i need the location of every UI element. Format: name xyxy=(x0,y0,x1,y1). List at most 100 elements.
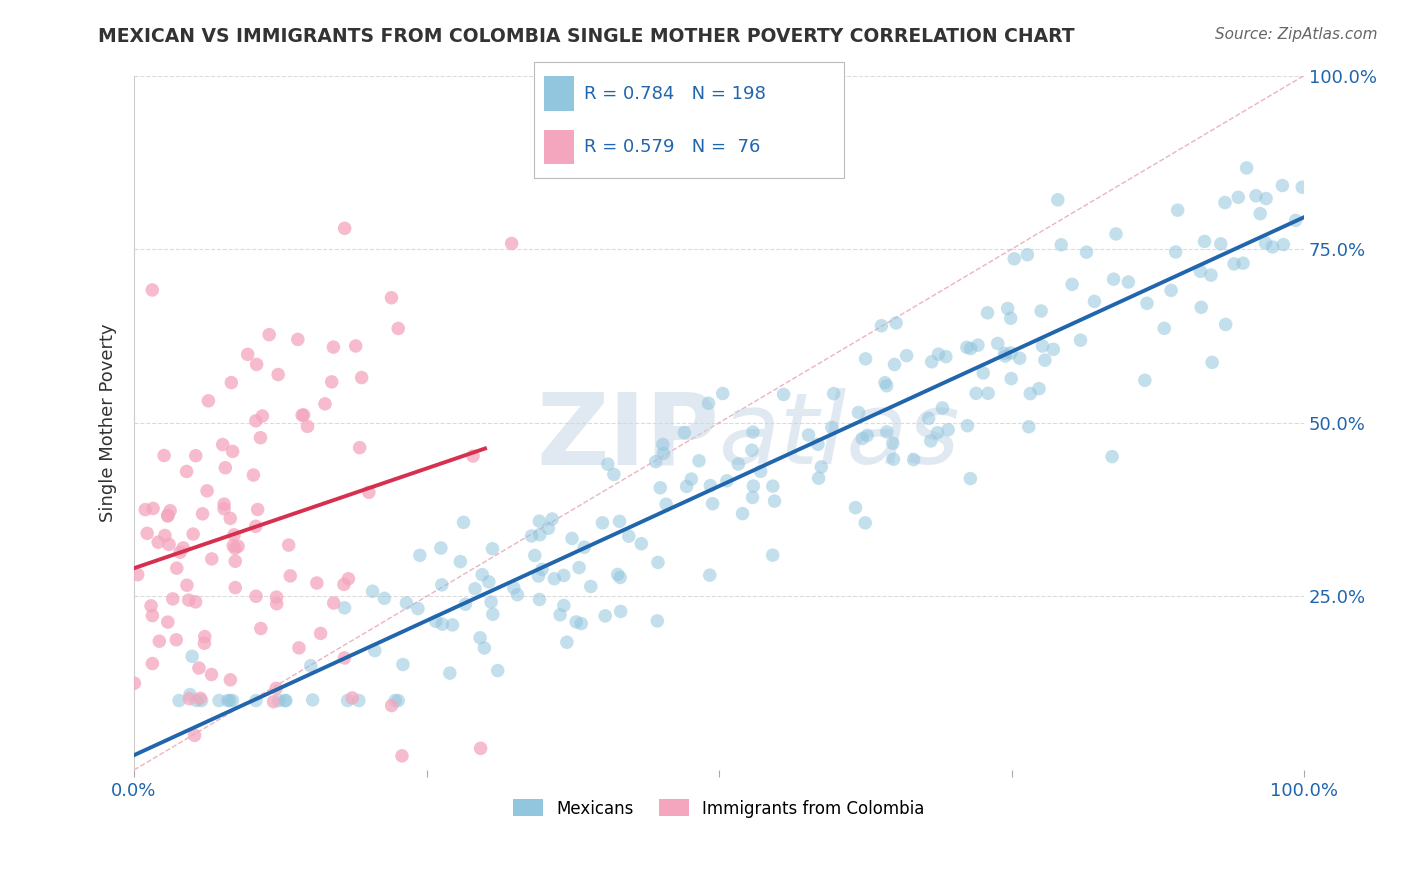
Point xyxy=(727,457,749,471)
Point xyxy=(1046,193,1069,207)
Point xyxy=(314,397,336,411)
Point xyxy=(478,574,501,589)
Point xyxy=(652,446,675,460)
Point xyxy=(848,405,870,419)
Point xyxy=(141,283,163,297)
Point xyxy=(1201,355,1223,369)
Point xyxy=(1261,240,1284,254)
Point xyxy=(257,327,280,342)
Point xyxy=(191,507,214,521)
Point xyxy=(647,556,669,570)
Point xyxy=(688,454,710,468)
Point xyxy=(224,581,246,595)
Point xyxy=(179,691,201,706)
Point xyxy=(211,437,233,451)
Point xyxy=(333,600,356,615)
Point xyxy=(987,336,1010,351)
Point xyxy=(1033,353,1056,368)
Point xyxy=(579,579,602,593)
Point xyxy=(277,538,299,552)
Point xyxy=(609,570,631,584)
Point xyxy=(1000,371,1022,385)
Point xyxy=(179,688,201,702)
Point xyxy=(956,340,979,354)
Point xyxy=(305,576,328,591)
Point xyxy=(221,693,243,707)
Point xyxy=(1209,236,1232,251)
Point xyxy=(630,537,652,551)
Point xyxy=(1189,300,1212,314)
Point xyxy=(166,561,188,575)
Point xyxy=(344,339,367,353)
Point xyxy=(935,350,957,364)
Point xyxy=(555,635,578,649)
Point xyxy=(176,578,198,592)
Point xyxy=(263,695,285,709)
Point xyxy=(299,658,322,673)
Point xyxy=(347,693,370,707)
Point xyxy=(219,511,242,525)
Point xyxy=(797,428,820,442)
Point xyxy=(350,370,373,384)
Point xyxy=(959,342,981,356)
Point xyxy=(1167,203,1189,218)
Point xyxy=(965,386,987,401)
Point xyxy=(593,608,616,623)
Point xyxy=(219,673,242,687)
Point xyxy=(520,529,543,543)
Point xyxy=(1236,161,1258,175)
Point xyxy=(568,560,591,574)
Point xyxy=(222,528,245,542)
Point xyxy=(297,419,319,434)
Point xyxy=(177,593,200,607)
Point xyxy=(291,408,314,422)
Point xyxy=(246,502,269,516)
Point xyxy=(387,321,409,335)
Point xyxy=(208,693,231,707)
Point xyxy=(186,693,208,707)
Point xyxy=(749,464,772,478)
Point xyxy=(506,588,529,602)
Point xyxy=(392,657,415,672)
Point xyxy=(903,452,925,467)
Point xyxy=(711,386,734,401)
Point xyxy=(699,478,721,492)
Point xyxy=(972,366,994,380)
Point xyxy=(609,604,631,618)
Point xyxy=(1008,351,1031,366)
Point xyxy=(245,519,267,533)
Point xyxy=(675,479,697,493)
Point xyxy=(876,425,898,439)
Point xyxy=(200,667,222,681)
Point xyxy=(127,567,149,582)
Point xyxy=(609,514,631,528)
Point xyxy=(249,431,271,445)
Point xyxy=(190,691,212,706)
Point xyxy=(561,532,583,546)
Point xyxy=(1249,207,1271,221)
Point xyxy=(553,568,575,582)
Point xyxy=(201,552,224,566)
Point xyxy=(432,617,454,632)
Point xyxy=(384,693,406,707)
Point xyxy=(681,472,703,486)
Point xyxy=(333,651,356,665)
Point xyxy=(810,459,832,474)
Bar xyxy=(544,129,575,164)
Point xyxy=(222,539,245,553)
Point xyxy=(373,591,395,606)
Point xyxy=(741,491,763,505)
Point xyxy=(994,349,1017,363)
Point xyxy=(333,221,356,235)
Point xyxy=(1019,386,1042,401)
Point xyxy=(481,541,503,556)
Point xyxy=(1018,419,1040,434)
Point xyxy=(741,425,763,439)
Point xyxy=(574,540,596,554)
Point xyxy=(655,497,678,511)
Point xyxy=(644,455,666,469)
Point xyxy=(530,562,553,576)
Point xyxy=(1029,304,1052,318)
Point xyxy=(1199,268,1222,282)
Point xyxy=(1133,373,1156,387)
